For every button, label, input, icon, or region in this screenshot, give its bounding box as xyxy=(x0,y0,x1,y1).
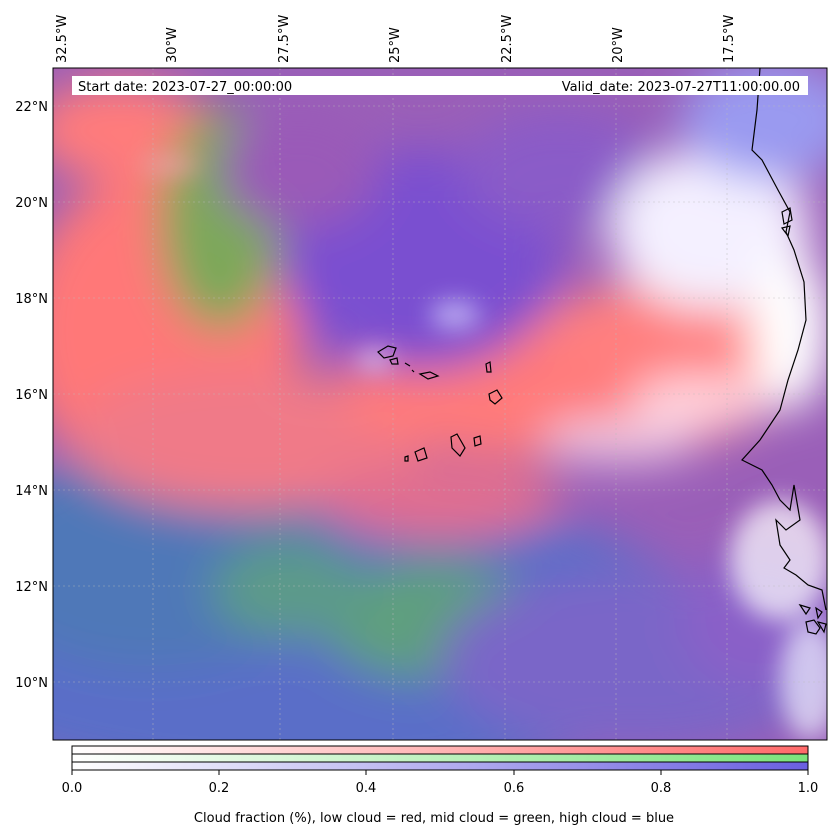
african-coastline xyxy=(741,68,827,635)
graticule xyxy=(53,68,827,740)
colorbar-tick-label: 1.0 xyxy=(798,781,819,796)
cape-verde-islands xyxy=(377,345,503,462)
lon-tick-label: 22.5°W xyxy=(500,15,515,63)
cloud-field xyxy=(53,68,827,740)
lon-tick-label: 27.5°W xyxy=(277,15,292,63)
colorbar-tick-label: 0.2 xyxy=(209,781,230,796)
latitude-ticks: 22°N 20°N 18°N 16°N 14°N 12°N 10°N xyxy=(15,100,48,691)
colorbar-tick-label: 0.6 xyxy=(504,781,525,796)
lon-tick-label: 17.5°W xyxy=(722,15,737,63)
colorbar-tick-label: 0.0 xyxy=(62,781,83,796)
lat-tick-label: 22°N xyxy=(15,100,48,115)
start-date-label: Start date: 2023-07-27_00:00:00 xyxy=(78,80,292,95)
colorbar-tick-label: 0.8 xyxy=(651,781,672,796)
date-banner xyxy=(72,76,808,95)
lat-tick-label: 10°N xyxy=(15,676,48,691)
lat-tick-label: 12°N xyxy=(15,580,48,595)
lon-tick-label: 32.5°W xyxy=(55,15,70,63)
valid-date-label: Valid_date: 2023-07-27T11:00:00.00 xyxy=(562,80,800,95)
lon-tick-label: 20°W xyxy=(611,27,626,63)
lat-tick-label: 14°N xyxy=(15,484,48,499)
lat-tick-label: 20°N xyxy=(15,196,48,211)
colorbar-high-cloud xyxy=(71,761,809,771)
longitude-ticks: 32.5°W 30°W 27.5°W 25°W 22.5°W 20°W 17.5… xyxy=(55,15,737,63)
colorbar: 0.0 0.2 0.4 0.6 0.8 1.0 Cloud fraction (… xyxy=(62,745,819,826)
lon-tick-label: 25°W xyxy=(388,27,403,63)
colorbar-tick-label: 0.4 xyxy=(356,781,377,796)
lon-tick-label: 30°W xyxy=(165,27,180,63)
colorbar-label: Cloud fraction (%), low cloud = red, mid… xyxy=(194,811,674,826)
lat-tick-label: 18°N xyxy=(15,292,48,307)
map-frame xyxy=(52,67,828,741)
colorbar-mid-cloud xyxy=(71,753,809,763)
colorbar-low-cloud xyxy=(71,745,809,755)
lat-tick-label: 16°N xyxy=(15,388,48,403)
